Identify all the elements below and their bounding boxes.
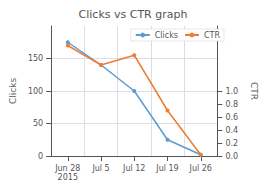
svg-text:0.2: 0.2 (225, 139, 238, 148)
svg-text:0.0: 0.0 (225, 152, 238, 161)
svg-text:Clicks vs CTR graph: Clicks vs CTR graph (79, 8, 188, 21)
svg-text:0.4: 0.4 (225, 126, 238, 135)
svg-text:2015: 2015 (58, 173, 78, 182)
svg-text:CTR: CTR (204, 31, 220, 40)
svg-text:100: 100 (28, 87, 43, 96)
svg-text:50: 50 (33, 119, 43, 128)
svg-text:Jul 12: Jul 12 (122, 164, 145, 173)
svg-text:Jul 19: Jul 19 (155, 164, 178, 173)
svg-text:CTR: CTR (249, 82, 259, 100)
svg-text:Clicks: Clicks (8, 78, 18, 104)
svg-text:Jul 5: Jul 5 (91, 164, 109, 173)
svg-text:150: 150 (28, 54, 43, 63)
svg-text:Jun 28: Jun 28 (54, 164, 80, 173)
svg-text:1.0: 1.0 (225, 87, 238, 96)
svg-text:0.8: 0.8 (225, 100, 238, 109)
svg-text:0: 0 (38, 152, 43, 161)
svg-text:Jul 26: Jul 26 (189, 164, 212, 173)
svg-text:0.6: 0.6 (225, 113, 238, 122)
svg-text:Clicks: Clicks (155, 31, 178, 40)
